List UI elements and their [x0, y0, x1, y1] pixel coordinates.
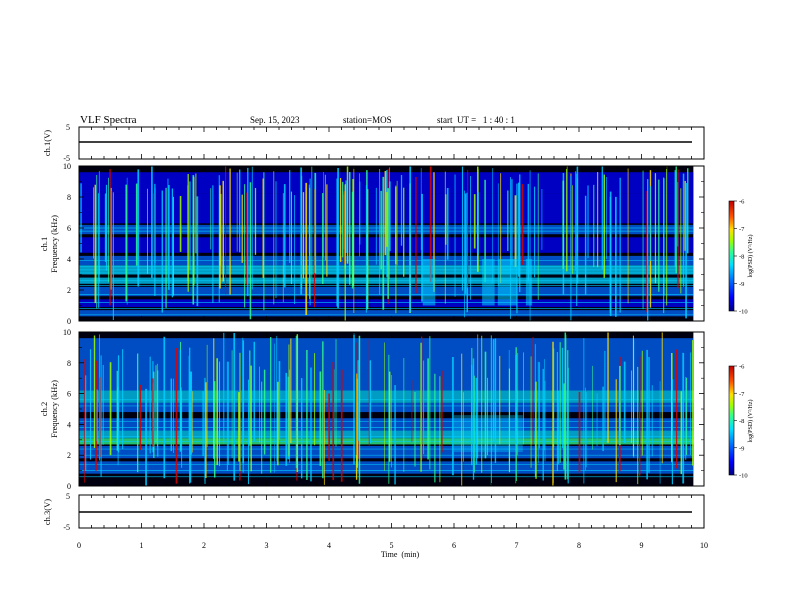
y-tick-label: 10	[63, 328, 71, 337]
ch1-colorbar-gradient	[728, 200, 735, 312]
spectrogram-band	[79, 286, 694, 297]
ch2-colorbar: -6 -7 -8 -9 -10 log(PSD) (V²/Hz)	[728, 364, 754, 480]
colorbar-tick-label: -10	[739, 473, 748, 480]
colorbar-tick-label: -6	[739, 364, 745, 371]
x-tick-label: 3	[265, 541, 269, 550]
emission-patch	[454, 415, 523, 453]
ch2-spectrogram-image	[79, 332, 694, 486]
x-tick-label: 8	[577, 541, 581, 550]
colorbar-tick-label: -7	[739, 226, 745, 233]
emission-patch	[525, 259, 533, 306]
ch2-colorbar-label: log(PSD) (V²/Hz)	[747, 400, 754, 443]
x-tick-label: 2	[202, 541, 206, 550]
y-tick-label: 8	[67, 359, 71, 368]
y-tick-label: 10	[63, 162, 71, 171]
y-tick-label: 0	[67, 482, 71, 491]
ch2-spectrogram-panel: 0 2 4 6 8 10 ch.2 Frequency (kHz)	[39, 328, 705, 491]
y-tick-label: 2	[67, 286, 71, 295]
ch3-waveform-panel: 5 -5 ch.3(V)	[42, 492, 705, 532]
x-tick-labels: 0 1 2 3 4 5 6 7 8 9 10	[77, 541, 708, 550]
ch2-colorbar-gradient	[728, 365, 735, 476]
emission-patch	[482, 259, 495, 306]
x-tick-label: 1	[140, 541, 144, 550]
y-tick-label: 6	[67, 224, 71, 233]
ch3-waveform-ylabel: ch.3(V)	[42, 499, 52, 525]
date-label: Sep. 15, 2023	[250, 115, 300, 125]
ch1-colorbar-ticks: -6 -7 -8 -9 -10	[734, 199, 748, 316]
colorbar-tick-label: -9	[739, 445, 744, 452]
y-tick-label: 4	[67, 255, 71, 264]
colorbar-tick-label: -8	[739, 254, 744, 261]
ch1-spectrogram-yticks: 0 2 4 6 8 10	[63, 162, 704, 326]
ch1-waveform-panel: 5 -5 ch.1(V)	[42, 123, 705, 163]
ch1-waveform-frame	[78, 126, 705, 160]
ch1-spectrogram-image	[79, 166, 694, 321]
chart-title: VLF Spectra	[80, 114, 137, 126]
emission-patch	[497, 259, 517, 306]
x-tick-label: 0	[77, 541, 81, 550]
ch1-colorbar: -6 -7 -8 -9 -10 log(PSD) (V²/Hz)	[728, 199, 754, 316]
ch1-waveform-ylabel: ch.1(V)	[42, 130, 52, 156]
ch3-ytick-top: 5	[66, 492, 70, 501]
station-label: station=MOS	[343, 115, 392, 125]
y-tick-label: 6	[67, 390, 71, 399]
y-tick-label: 0	[67, 317, 71, 326]
ch1-spectrogram-panel: 0 2 4 6 8 10 ch.1 Frequency (kHz)	[39, 162, 705, 326]
colorbar-tick-label: -6	[739, 199, 745, 206]
ch2-colorbar-ticks: -6 -7 -8 -9 -10	[734, 364, 748, 480]
y-tick-label: 2	[67, 451, 71, 460]
spectrogram-band	[79, 310, 694, 317]
colorbar-tick-label: -9	[739, 281, 744, 288]
emission-patch	[422, 259, 436, 306]
colorbar-tick-label: -10	[739, 309, 748, 316]
ch1-spectrogram-ylabel-channel: ch.1	[39, 237, 49, 251]
spectrogram-band	[79, 461, 694, 474]
ch3-waveform-xticks	[78, 495, 705, 528]
x-tick-label: 9	[640, 541, 644, 550]
spectrogram-band	[79, 299, 694, 308]
ch3-ytick-bottom: -5	[63, 523, 70, 532]
y-tick-label: 8	[67, 193, 71, 202]
y-tick-label: 4	[67, 420, 71, 429]
ch2-spectrogram-ylabel-frequency: Frequency (kHz)	[49, 380, 59, 438]
spectrogram-band	[79, 430, 694, 439]
spectrogram-band	[79, 338, 694, 391]
colorbar-tick-label: -7	[739, 391, 745, 398]
start-time-label: start UT = 1 : 40 : 1	[437, 115, 515, 125]
ch1-spectrogram-xticks	[78, 166, 705, 321]
x-tick-label: 7	[515, 541, 519, 550]
ch1-colorbar-label: log(PSD) (V²/Hz)	[747, 235, 754, 278]
ch2-spectrogram-xticks	[78, 332, 705, 486]
x-tick-label: 10	[700, 541, 708, 550]
x-axis-label: Time (min)	[381, 550, 420, 559]
colorbar-tick-label: -8	[739, 418, 744, 425]
x-tick-label: 5	[390, 541, 394, 550]
ch2-spectrogram-ylabel-channel: ch.2	[39, 402, 49, 416]
spectrogram-band	[79, 402, 694, 413]
ch1-ytick-top: 5	[66, 123, 70, 132]
ch2-spectrogram-yticks: 0 2 4 6 8 10	[63, 328, 704, 491]
x-tick-label: 4	[327, 541, 331, 550]
ch1-waveform-xticks	[78, 127, 705, 159]
x-tick-label: 6	[452, 541, 456, 550]
ch1-ytick-bottom: -5	[63, 154, 70, 163]
ch1-spectrogram-ylabel-frequency: Frequency (kHz)	[49, 215, 59, 273]
